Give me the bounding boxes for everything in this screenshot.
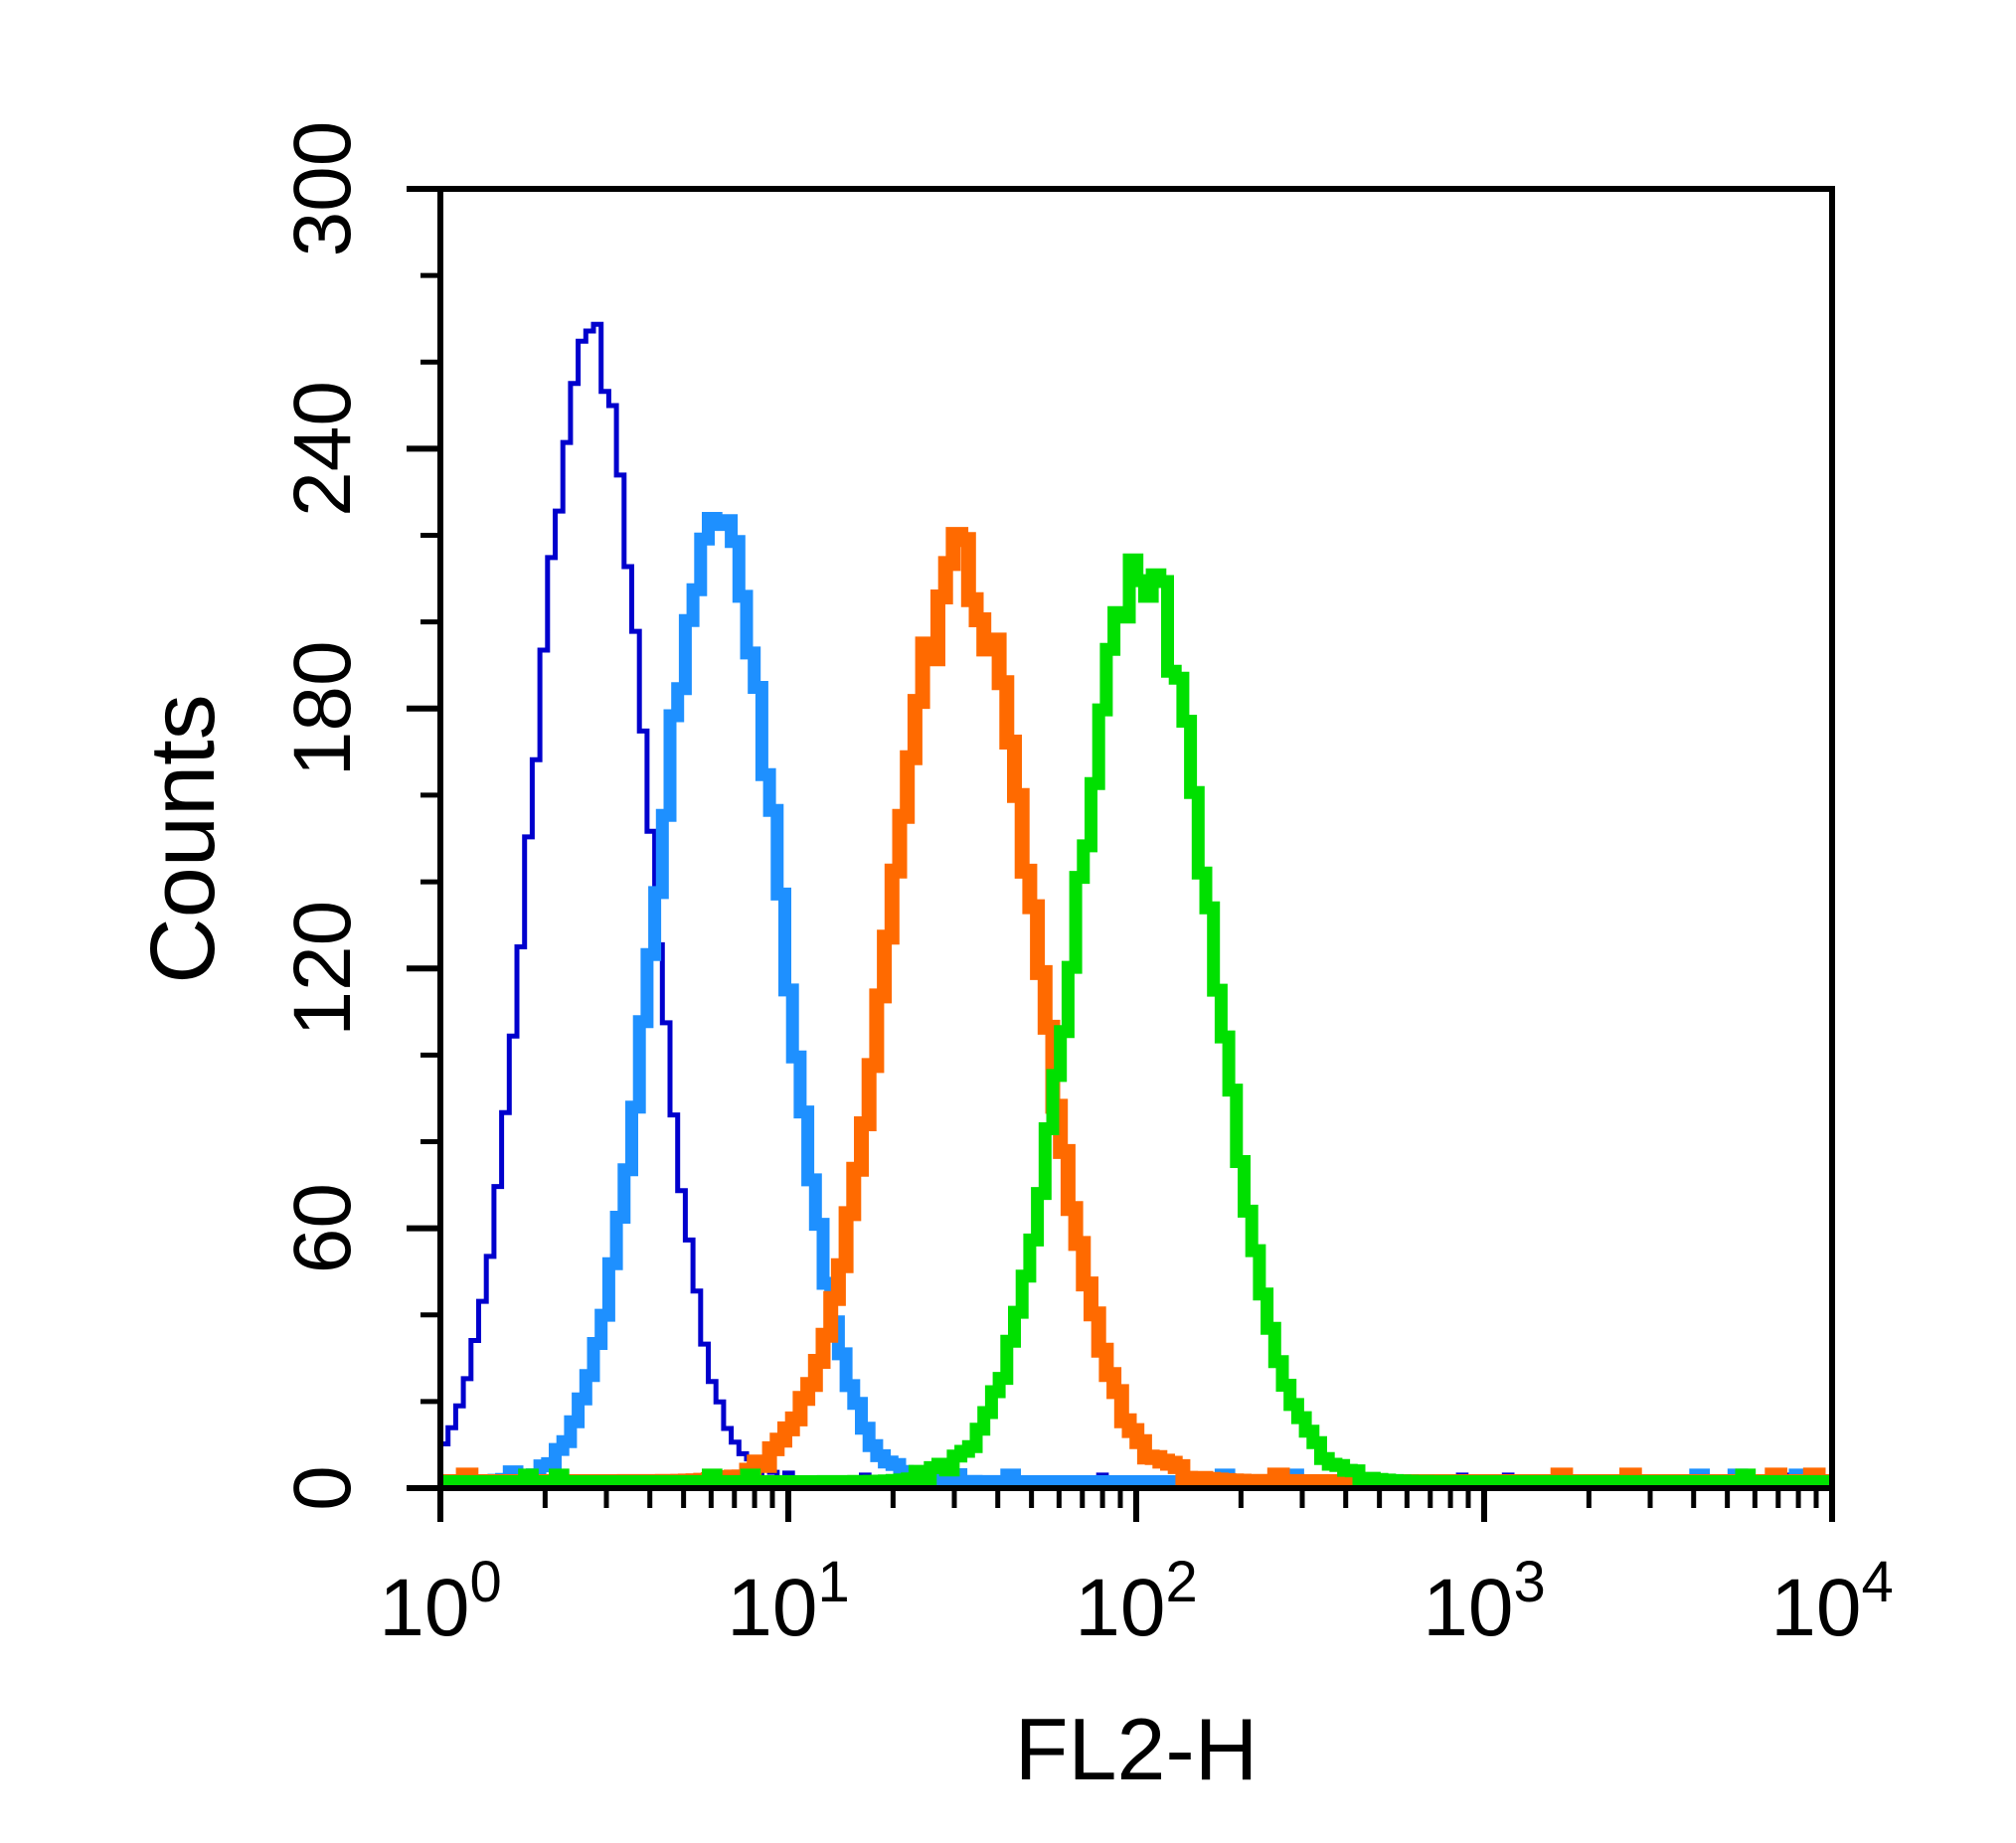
axis-ticks xyxy=(407,186,1835,1522)
x-tick-label-10e4: 104 xyxy=(1770,1550,1893,1653)
y-tick-label-60: 60 xyxy=(277,1183,368,1273)
x-axis-label: FL2-H xyxy=(1015,1700,1259,1798)
series-path-light-blue xyxy=(440,512,1832,1488)
x-tick-label-10e0: 100 xyxy=(379,1550,501,1653)
series-curves xyxy=(440,321,1832,1488)
x-tick-label-10e3: 103 xyxy=(1423,1550,1545,1653)
x-tick-label-10e1: 101 xyxy=(727,1550,849,1653)
y-tick-label-240: 240 xyxy=(277,381,368,517)
y-axis-label: Counts xyxy=(132,694,234,984)
series-path-green xyxy=(440,553,1832,1488)
y-tick-label-180: 180 xyxy=(277,640,368,776)
axis-tick-labels: 100 101 102 103 104 0 60 120 180 240 300 xyxy=(277,121,1894,1653)
x-tick-label-10e2: 102 xyxy=(1075,1550,1197,1653)
y-tick-label-0: 0 xyxy=(277,1465,368,1511)
y-tick-label-120: 120 xyxy=(277,901,368,1037)
y-tick-label-300: 300 xyxy=(277,121,368,257)
plot-frame xyxy=(437,186,1835,1491)
